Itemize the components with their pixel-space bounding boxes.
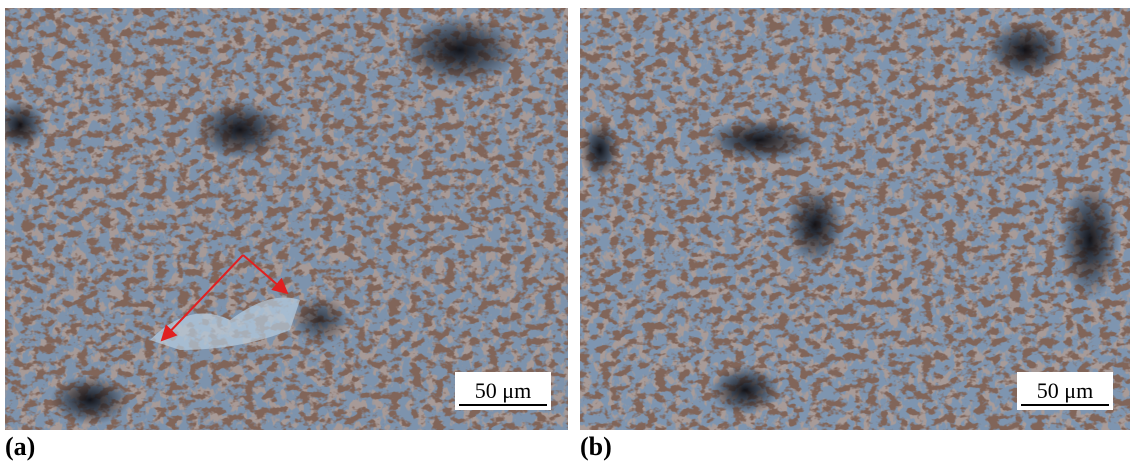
panel-label: (a)	[5, 432, 35, 461]
scale-bar-box	[455, 372, 551, 410]
scale-bar-box	[1017, 372, 1113, 410]
micrograph-a	[5, 8, 568, 430]
scale-bar-label: 50 μm	[475, 378, 531, 403]
panel-label: (b)	[580, 432, 612, 461]
micrograph-b	[580, 8, 1130, 430]
scale-bar-label: 50 μm	[1037, 378, 1093, 403]
